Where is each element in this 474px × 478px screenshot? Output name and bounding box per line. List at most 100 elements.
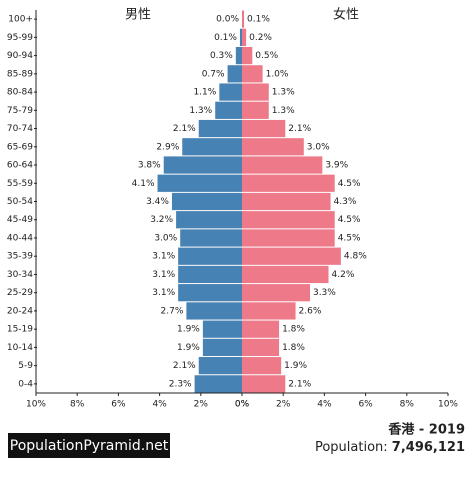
value-label: 3.1% bbox=[152, 252, 175, 262]
male-bar bbox=[180, 229, 242, 247]
x-tick-label: 6% bbox=[111, 400, 126, 410]
value-label: 1.9% bbox=[284, 361, 307, 371]
male-bar bbox=[227, 65, 242, 83]
male-bar bbox=[198, 357, 242, 375]
age-label: 90-94 bbox=[7, 51, 33, 61]
value-label: 3.0% bbox=[154, 233, 177, 243]
value-label: 2.7% bbox=[161, 306, 184, 316]
value-label: 0.1% bbox=[214, 33, 237, 43]
male-header: 男性 bbox=[125, 8, 151, 23]
value-label: 3.3% bbox=[313, 288, 336, 298]
male-bar bbox=[219, 83, 242, 101]
male-bar bbox=[171, 192, 242, 211]
value-label: 0.1% bbox=[247, 15, 270, 25]
x-tick-label: 0% bbox=[235, 400, 250, 410]
female-bar bbox=[242, 192, 331, 211]
male-bar bbox=[176, 211, 242, 229]
value-label: 3.1% bbox=[152, 288, 175, 298]
female-bar bbox=[242, 338, 280, 357]
male-bar bbox=[186, 302, 242, 320]
age-label: 100+ bbox=[8, 15, 33, 25]
male-bar bbox=[178, 265, 242, 284]
age-label: 45-49 bbox=[7, 215, 33, 225]
value-label: 1.9% bbox=[177, 343, 200, 353]
brand-box bbox=[8, 433, 170, 458]
female-bar bbox=[242, 156, 323, 174]
value-label: 0.3% bbox=[210, 51, 233, 61]
value-label: 2.3% bbox=[169, 379, 192, 389]
chart-title: 香港 - 2019 bbox=[387, 422, 465, 438]
male-bar bbox=[198, 119, 242, 138]
x-tick-label: 8% bbox=[400, 400, 415, 410]
age-label: 70-74 bbox=[7, 124, 33, 134]
value-label: 0.2% bbox=[249, 33, 272, 43]
value-label: 4.3% bbox=[334, 197, 357, 207]
female-bar bbox=[242, 174, 335, 192]
value-label: 3.1% bbox=[152, 270, 175, 280]
value-label: 2.9% bbox=[156, 142, 179, 152]
value-label: 4.8% bbox=[344, 252, 367, 262]
age-label: 10-14 bbox=[7, 343, 33, 353]
x-tick-label: 10% bbox=[438, 400, 458, 410]
value-label: 3.2% bbox=[150, 215, 173, 225]
value-label: 2.1% bbox=[288, 124, 311, 134]
value-label: 0.7% bbox=[202, 69, 225, 79]
value-label: 1.3% bbox=[189, 106, 212, 116]
age-label: 30-34 bbox=[7, 270, 33, 280]
age-label: 20-24 bbox=[7, 306, 33, 316]
female-bar bbox=[242, 357, 282, 375]
male-bar bbox=[182, 138, 242, 156]
brand: PopulationPyramid.net bbox=[10, 438, 169, 454]
age-label: 80-84 bbox=[7, 88, 33, 98]
population-label: Population: bbox=[315, 440, 388, 455]
male-bar bbox=[178, 284, 242, 302]
age-label: 95-99 bbox=[7, 33, 33, 43]
female-bar bbox=[242, 10, 245, 28]
value-label: 1.1% bbox=[193, 88, 216, 98]
female-bar bbox=[242, 247, 341, 265]
male-bar bbox=[235, 46, 242, 65]
female-bar bbox=[242, 28, 247, 46]
female-bar bbox=[242, 229, 335, 247]
value-label: 3.0% bbox=[307, 142, 330, 152]
age-label: 40-44 bbox=[7, 233, 33, 243]
value-label: 1.3% bbox=[272, 106, 295, 116]
age-label: 5-9 bbox=[18, 361, 33, 371]
female-bar bbox=[242, 375, 286, 393]
female-bar bbox=[242, 83, 269, 101]
male-bar bbox=[202, 320, 242, 338]
female-bar bbox=[242, 138, 304, 156]
value-label: 3.8% bbox=[138, 161, 161, 171]
female-bar bbox=[242, 284, 310, 302]
x-tick-label: 10% bbox=[26, 400, 46, 410]
value-label: 2.1% bbox=[288, 379, 311, 389]
x-tick-label: 2% bbox=[194, 400, 209, 410]
female-bar bbox=[242, 101, 269, 119]
value-label: 3.4% bbox=[146, 197, 169, 207]
population: Population: 7,496,121 bbox=[315, 440, 465, 455]
value-label: 2.1% bbox=[173, 124, 196, 134]
male-bar bbox=[163, 156, 242, 174]
age-label: 55-59 bbox=[7, 179, 33, 189]
value-label: 4.1% bbox=[132, 179, 155, 189]
value-label: 1.0% bbox=[266, 69, 289, 79]
value-label: 1.3% bbox=[272, 88, 295, 98]
female-bar bbox=[242, 65, 263, 83]
value-label: 4.5% bbox=[338, 215, 361, 225]
age-label: 35-39 bbox=[7, 252, 33, 262]
female-bar bbox=[242, 265, 329, 284]
population-value: 7,496,121 bbox=[392, 440, 465, 455]
x-tick-label: 4% bbox=[317, 400, 332, 410]
male-bar bbox=[178, 247, 242, 265]
male-bar bbox=[202, 338, 242, 357]
age-label: 75-79 bbox=[7, 106, 33, 116]
value-label: 2.6% bbox=[299, 306, 322, 316]
male-bar bbox=[157, 174, 242, 192]
x-tick-label: 2% bbox=[276, 400, 291, 410]
value-label: 1.8% bbox=[282, 343, 305, 353]
value-label: 4.5% bbox=[338, 233, 361, 243]
age-label: 15-19 bbox=[7, 325, 33, 335]
value-label: 2.1% bbox=[173, 361, 196, 371]
value-label: 4.5% bbox=[338, 179, 361, 189]
